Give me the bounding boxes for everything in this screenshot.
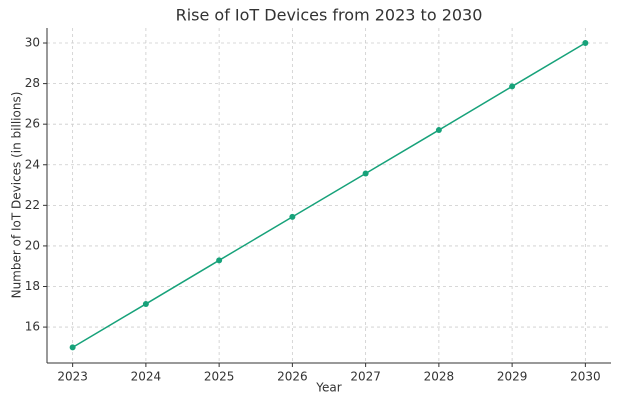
y-tick-label: 24 — [25, 157, 40, 171]
point — [362, 170, 369, 177]
x-tick-label: 2030 — [570, 370, 601, 384]
x-tick-label: 2025 — [204, 370, 235, 384]
y-tick-label: 20 — [25, 238, 40, 252]
y-tick-label: 16 — [25, 320, 40, 334]
y-tick-label: 18 — [25, 279, 40, 293]
y-tick-label: 28 — [25, 76, 40, 90]
y-tick-label: 26 — [25, 117, 40, 131]
x-tick-label: 2024 — [131, 370, 162, 384]
y-tick-label: 22 — [25, 198, 40, 212]
point — [289, 213, 296, 220]
line — [72, 42, 586, 349]
point — [142, 300, 149, 307]
point — [582, 40, 589, 47]
x-axis-label: Year — [315, 381, 341, 395]
x-tick-label: 2026 — [277, 370, 308, 384]
x-tick-label: 2027 — [350, 370, 381, 384]
point — [435, 127, 442, 134]
y-axis-label: Number of IoT Devices (in billions) — [10, 92, 24, 299]
x-tick-label: 2029 — [497, 370, 528, 384]
x-tick-label: 2028 — [424, 370, 455, 384]
chart-title: Rise of IoT Devices from 2023 to 2030 — [176, 6, 483, 25]
point — [69, 344, 76, 351]
x-tick-label: 2023 — [57, 370, 88, 384]
point — [509, 83, 516, 90]
point — [216, 257, 223, 264]
y-tick-label: 30 — [25, 36, 40, 50]
